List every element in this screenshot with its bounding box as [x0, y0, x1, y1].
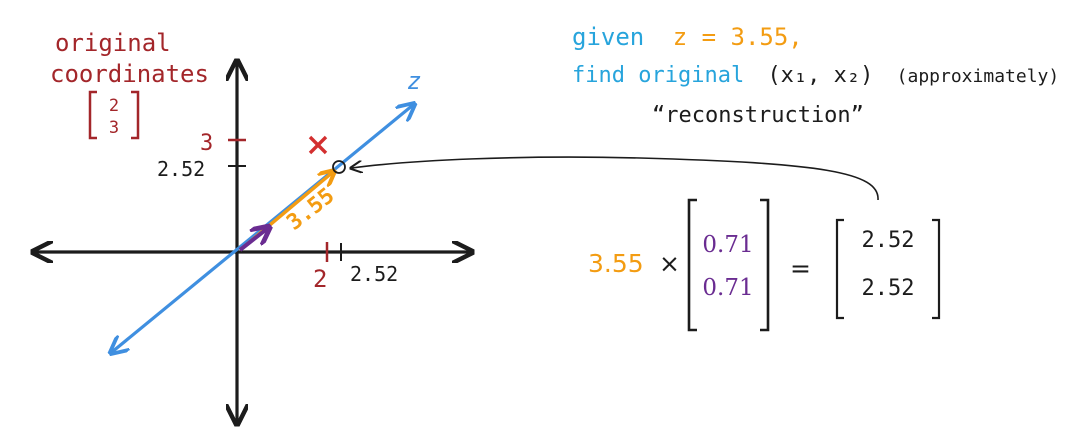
y-tick-3-label: 3 [200, 131, 213, 156]
unit-vector-top: 0.71 [702, 232, 753, 258]
header-line-1: given z = 3.55, [572, 23, 803, 51]
result-left-bracket [835, 218, 844, 320]
original-point-marker [308, 135, 328, 155]
original-vector-right-bracket [131, 90, 140, 140]
unit-vector-bottom: 0.71 [702, 275, 753, 301]
original-label: original [55, 29, 171, 57]
header-coords: (x₁, x₂) [767, 63, 873, 88]
reconstruction-equation: 3.55 × 0.71 0.71 = 2.52 2.52 [588, 198, 941, 332]
x-tick-2-label: 2 [313, 265, 327, 293]
header-given: given [572, 23, 644, 51]
result-bottom: 2.52 [862, 276, 915, 301]
header-approximately: (approximately) [897, 66, 1060, 87]
z-axis-label: z [407, 67, 421, 95]
reconstructed-point [332, 160, 346, 174]
y-tick-252-label: 2.52 [157, 157, 205, 181]
original-vector: 2 3 [88, 90, 140, 140]
z-axis [112, 105, 413, 352]
result-top: 2.52 [862, 228, 915, 253]
pointer-arrow [352, 156, 879, 201]
original-vector-x2: 3 [109, 118, 119, 138]
coordinates-label: coordinates [50, 60, 209, 88]
original-vector-x1: 2 [109, 96, 119, 116]
result-right-bracket [932, 218, 941, 320]
header-z-equation: z = 3.55, [673, 23, 803, 51]
original-vector-left-bracket [88, 90, 97, 140]
header-find-original: find original [572, 63, 744, 88]
header-line-2: find original (x₁, x₂) (approximately) [572, 63, 1059, 88]
equation-equals: = [790, 254, 811, 283]
unit-vector-right-bracket [760, 198, 770, 332]
header-reconstruction: “reconstruction” [652, 103, 864, 128]
equation-scalar: 3.55 [588, 249, 644, 278]
x-tick-252-label: 2.52 [350, 262, 398, 286]
original-point-stroke-b [308, 135, 328, 155]
unit-vector [238, 228, 268, 252]
unit-vector-left-bracket [687, 198, 697, 332]
equation-times: × [659, 249, 680, 278]
